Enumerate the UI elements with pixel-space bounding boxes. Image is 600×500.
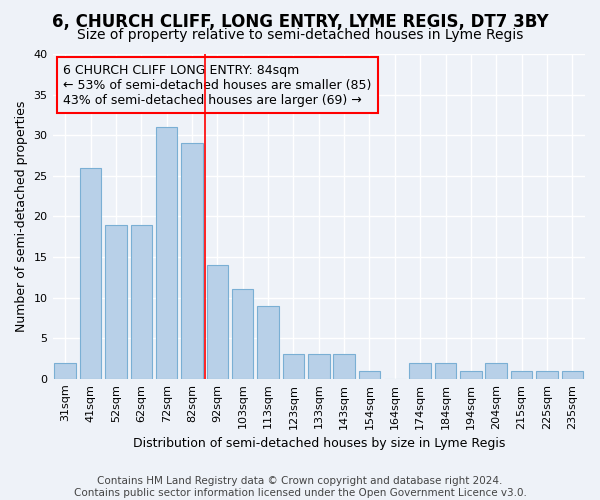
Bar — [131, 224, 152, 379]
Bar — [460, 370, 482, 379]
Bar — [308, 354, 329, 379]
Bar — [435, 362, 457, 379]
Bar — [206, 265, 228, 379]
Bar — [334, 354, 355, 379]
Bar — [562, 370, 583, 379]
Bar — [80, 168, 101, 379]
Bar — [105, 224, 127, 379]
Text: Contains HM Land Registry data © Crown copyright and database right 2024.
Contai: Contains HM Land Registry data © Crown c… — [74, 476, 526, 498]
Bar — [55, 362, 76, 379]
Text: Size of property relative to semi-detached houses in Lyme Regis: Size of property relative to semi-detach… — [77, 28, 523, 42]
Bar — [181, 144, 203, 379]
Bar — [485, 362, 507, 379]
Bar — [156, 127, 178, 379]
Bar — [257, 306, 279, 379]
Bar — [232, 290, 253, 379]
Y-axis label: Number of semi-detached properties: Number of semi-detached properties — [15, 100, 28, 332]
Text: 6 CHURCH CLIFF LONG ENTRY: 84sqm
← 53% of semi-detached houses are smaller (85)
: 6 CHURCH CLIFF LONG ENTRY: 84sqm ← 53% o… — [63, 64, 371, 106]
Text: 6, CHURCH CLIFF, LONG ENTRY, LYME REGIS, DT7 3BY: 6, CHURCH CLIFF, LONG ENTRY, LYME REGIS,… — [52, 12, 548, 30]
Bar — [283, 354, 304, 379]
Bar — [511, 370, 532, 379]
X-axis label: Distribution of semi-detached houses by size in Lyme Regis: Distribution of semi-detached houses by … — [133, 437, 505, 450]
Bar — [409, 362, 431, 379]
Bar — [536, 370, 558, 379]
Bar — [359, 370, 380, 379]
